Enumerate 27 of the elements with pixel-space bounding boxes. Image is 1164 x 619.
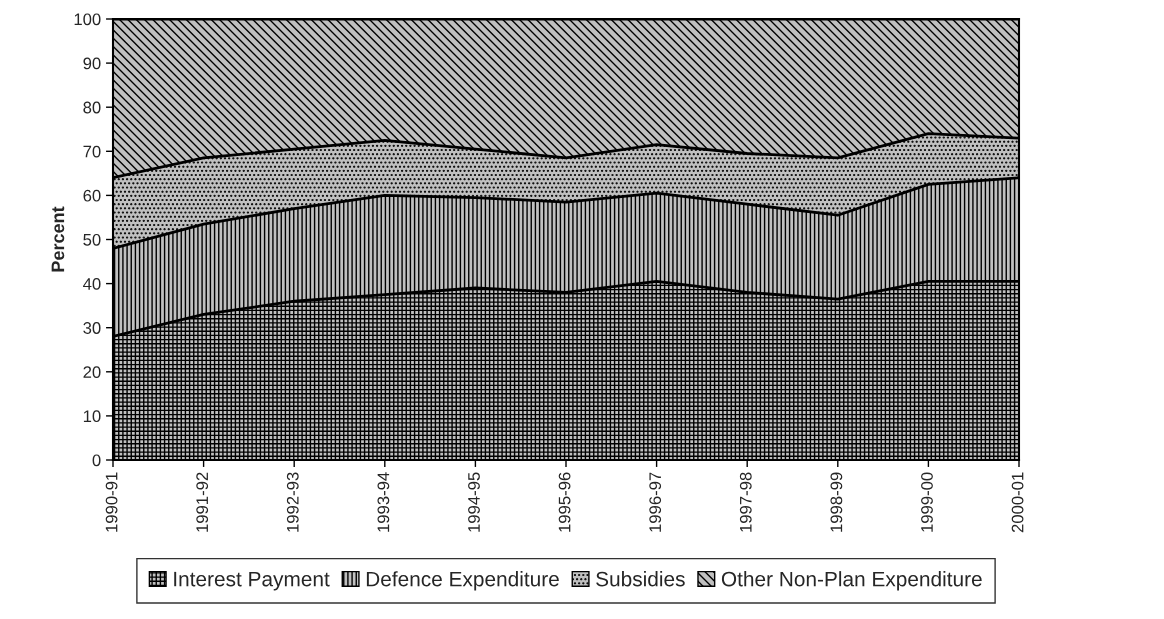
y-tick-label: 40 [83,278,101,290]
x-tick-label: 2000-01 [1011,472,1024,533]
x-tick-label: 1993-94 [377,472,390,532]
x-tick-label: 1998-99 [830,472,843,532]
y-axis-title: Percent [51,206,65,272]
x-tick-label: 1992-93 [286,472,299,532]
y-tick-label: 90 [83,57,101,70]
y-tick-label: 20 [83,366,101,378]
legend-label: Interest Payment [174,571,330,591]
y-tick-label: 100 [74,13,101,26]
x-tick-label: 1994-95 [468,472,480,532]
x-tick-label: 1991-92 [196,472,209,532]
x-tick-label: 1999-00 [921,472,933,532]
legend-label: Defence Expenditure [366,571,559,591]
y-tick-label: 10 [83,410,101,423]
y-tick-label: 80 [83,101,101,114]
y-tick-label: 50 [83,233,101,246]
x-tick-label: 1995-96 [558,472,571,532]
x-tick-label: 1996-97 [649,472,662,532]
y-tick-label: 30 [83,322,101,334]
y-tick-label: 70 [83,145,101,158]
legend-label: Other Non-Plan Expenditure [721,571,982,591]
x-tick-label: 1990-91 [105,472,118,532]
x-tick-label: 1997-98 [739,472,752,532]
legend-label: Subsidies [596,571,685,587]
y-tick-label: 60 [83,189,101,202]
y-tick-label: 0 [92,454,101,467]
